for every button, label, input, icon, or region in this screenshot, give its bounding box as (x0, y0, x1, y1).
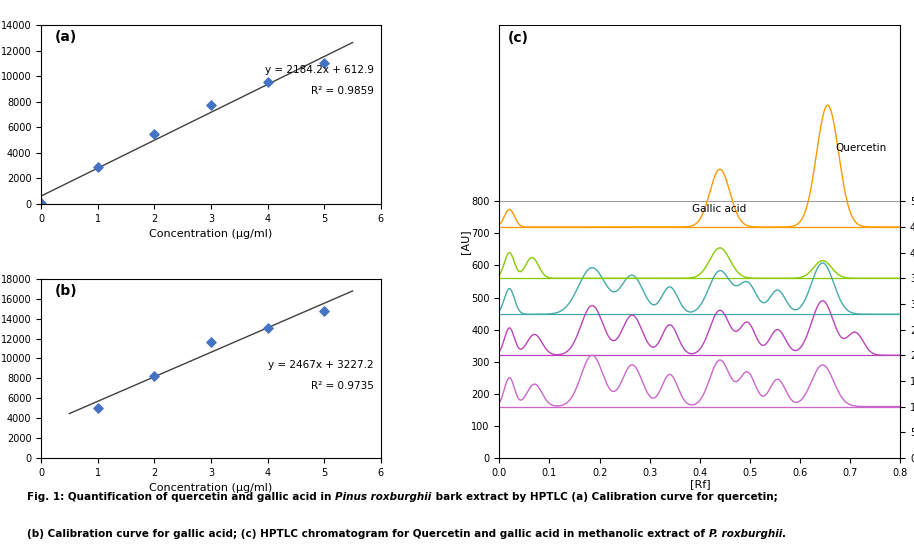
Point (204, 101, 218, 110)
Y-axis label: [AU]: [AU] (460, 229, 470, 254)
Point (260, 323, 275, 332)
Text: R² = 0.9735: R² = 0.9735 (311, 381, 374, 391)
Text: Fig. 1: Quantification of quercetin and gallic acid in: Fig. 1: Quantification of quercetin and … (27, 492, 335, 502)
Point (147, 372, 162, 381)
Text: R² = 0.9859: R² = 0.9859 (311, 86, 374, 96)
Point (260, 78, 275, 87)
Text: y = 2184.2x + 612.9: y = 2184.2x + 612.9 (265, 65, 374, 75)
Point (147, 129, 162, 138)
X-axis label: Concentration (µg/ml): Concentration (µg/ml) (149, 229, 272, 239)
X-axis label: [Rf]: [Rf] (689, 479, 710, 489)
Text: (c): (c) (507, 32, 528, 46)
Text: (b): (b) (55, 284, 78, 299)
Text: bark extract by HPTLC (a) Calibration curve for quercetin;: bark extract by HPTLC (a) Calibration cu… (431, 492, 778, 502)
Text: .: . (782, 529, 786, 539)
X-axis label: Concentration (µg/ml): Concentration (µg/ml) (149, 483, 272, 493)
Text: (b) Calibration curve for gallic acid; (c) HPTLC chromatogram for Quercetin and : (b) Calibration curve for gallic acid; (… (27, 529, 709, 539)
Point (90, 403, 105, 412)
Text: Gallic acid: Gallic acid (692, 204, 747, 214)
Point (317, 59, 332, 68)
Point (34, 198, 48, 207)
Point (90, 163, 105, 171)
Text: Quercetin: Quercetin (835, 143, 887, 153)
Text: y = 2467x + 3227.2: y = 2467x + 3227.2 (269, 360, 374, 370)
Text: Pinus roxburghii: Pinus roxburghii (335, 492, 431, 502)
Point (317, 306, 332, 315)
Text: (a): (a) (55, 31, 77, 44)
Text: P. roxburghii: P. roxburghii (709, 529, 782, 539)
Point (204, 337, 218, 346)
